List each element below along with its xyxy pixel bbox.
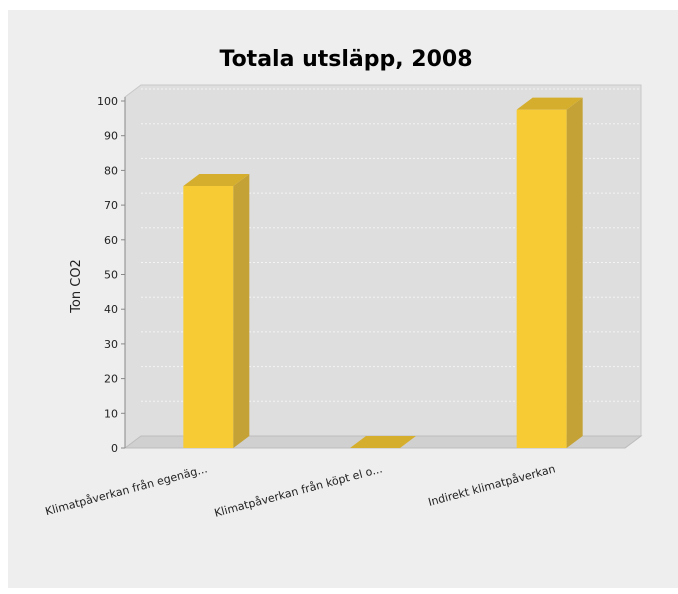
bar-side: [566, 97, 583, 449]
category-labels: Klimatpåverkan från egenäg... Klimatpåver…: [44, 462, 557, 519]
bar-top: [350, 436, 416, 448]
y-tick-label: 70: [104, 199, 118, 212]
bar-top: [183, 174, 250, 187]
y-axis-title: Ton CO2: [69, 259, 84, 314]
chart-panel: Totala utsläpp, 2008 0 10 20 30 40 50 60 70 80 90…: [8, 10, 678, 588]
y-tick-label: 80: [104, 164, 118, 177]
bar: [516, 97, 583, 449]
y-tick-label: 50: [104, 269, 118, 282]
y-tick-label: 10: [104, 407, 118, 420]
plot-background: [123, 84, 643, 449]
chart-title: Totala utsläpp, 2008: [219, 47, 472, 72]
bar-front: [516, 109, 567, 449]
y-tick-label: 100: [97, 95, 118, 108]
y-tick-label: 40: [104, 303, 118, 316]
bar: [350, 436, 416, 448]
bar-top: [516, 97, 583, 110]
bars: [183, 97, 583, 449]
category-label: Klimatpåverkan från egenäg...: [44, 462, 209, 518]
y-tick-label: 0: [111, 442, 118, 455]
y-tick-label: 90: [104, 130, 118, 143]
y-tick-label: 20: [104, 373, 118, 386]
y-tick-label: 30: [104, 338, 118, 351]
bar-chart: Totala utsläpp, 2008 0 10 20 30 40 50 60 70 80 90…: [44, 47, 643, 520]
bar-side: [233, 174, 250, 448]
bar-front: [183, 186, 234, 448]
category-label: Klimatpåverkan från köpt el o...: [213, 462, 384, 519]
category-label: Indirekt klimatpåverkan: [427, 462, 557, 509]
bar: [183, 174, 250, 448]
y-tick-label: 60: [104, 234, 118, 247]
y-axis: 0 10 20 30 40 50 60 70 80 90 100: [97, 95, 126, 455]
